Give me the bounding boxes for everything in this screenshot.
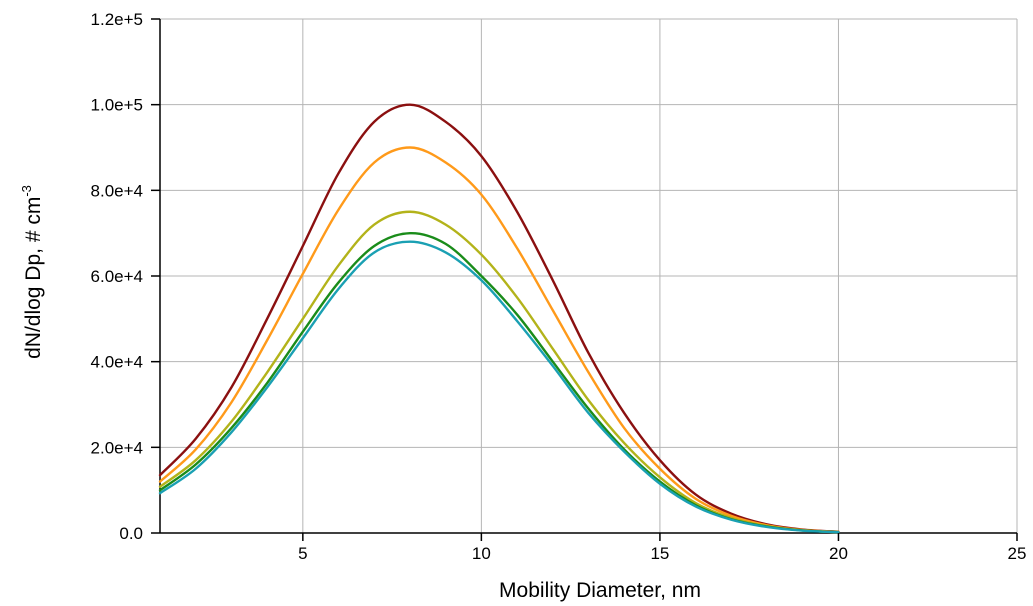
y-tick-label: 2.0e+4 bbox=[91, 438, 143, 457]
y-axis-title-text: dN/dlog Dp, # cm bbox=[22, 197, 45, 359]
series-line-4 bbox=[158, 231, 840, 534]
x-tick-label: 10 bbox=[472, 544, 491, 563]
x-tick-label: 20 bbox=[829, 544, 848, 563]
series-line-1 bbox=[158, 103, 840, 533]
series-line-2 bbox=[158, 146, 840, 534]
y-axis-title-superscript: -3 bbox=[19, 185, 34, 197]
x-tick-label: 25 bbox=[1008, 544, 1027, 563]
y-tick-label: 1.0e+5 bbox=[91, 96, 143, 115]
grid-lines bbox=[160, 18, 1018, 533]
x-tick-label: 5 bbox=[298, 544, 307, 563]
y-axis-title: dN/dlog Dp, # cm-3 bbox=[19, 185, 45, 359]
y-tick-label: 6.0e+4 bbox=[91, 267, 143, 286]
y-tick-label: 4.0e+4 bbox=[91, 353, 143, 372]
x-axis-title: Mobility Diameter, nm bbox=[499, 579, 701, 602]
y-tick-label: 1.2e+5 bbox=[91, 10, 143, 29]
tick-labels: 0.0 2.0e+4 4.0e+4 6.0e+4 8.0e+4 1.0e+5 1.2e+5 5… bbox=[91, 10, 1027, 563]
y-tick-label: 8.0e+4 bbox=[91, 181, 143, 200]
series-lines bbox=[158, 103, 840, 534]
x-tick-label: 15 bbox=[650, 544, 669, 563]
y-tick-label: 0.0 bbox=[119, 524, 143, 543]
series-line-3 bbox=[158, 210, 840, 534]
series-line-5 bbox=[158, 240, 840, 534]
